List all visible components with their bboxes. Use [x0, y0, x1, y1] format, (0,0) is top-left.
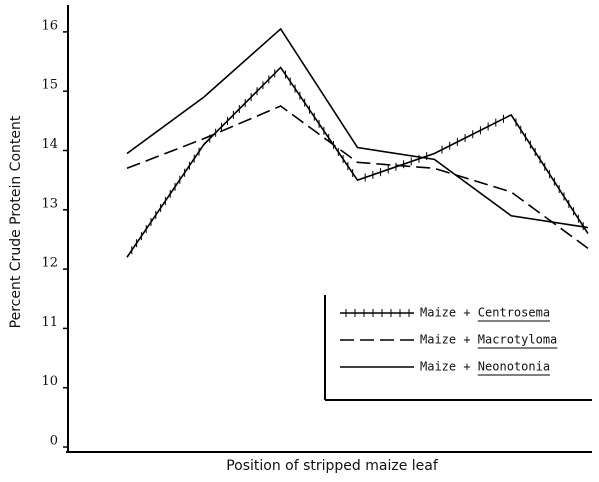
- y-tick-label: 11: [41, 315, 58, 330]
- y-tick-label: 13: [41, 196, 58, 211]
- y-axis-label: Percent Crude Protein Content: [8, 115, 24, 328]
- series-line: [126, 66, 589, 258]
- series-line: [126, 105, 589, 249]
- legend-label: Maize + Neonotonia: [420, 360, 550, 374]
- y-tick-label: 12: [41, 256, 58, 271]
- legend-label: Maize + Macrotyloma: [420, 333, 557, 347]
- y-tick-label: 16: [41, 18, 58, 33]
- y-tick-label: 10: [41, 374, 58, 389]
- x-axis-label: Position of stripped maize leaf: [226, 458, 439, 474]
- y-tick-label: 14: [41, 137, 58, 152]
- y-tick-label: 15: [41, 78, 58, 93]
- legend-label: Maize + Centrosema: [420, 306, 550, 320]
- y-tick-label: 0: [50, 434, 58, 449]
- series-line: [126, 27, 589, 229]
